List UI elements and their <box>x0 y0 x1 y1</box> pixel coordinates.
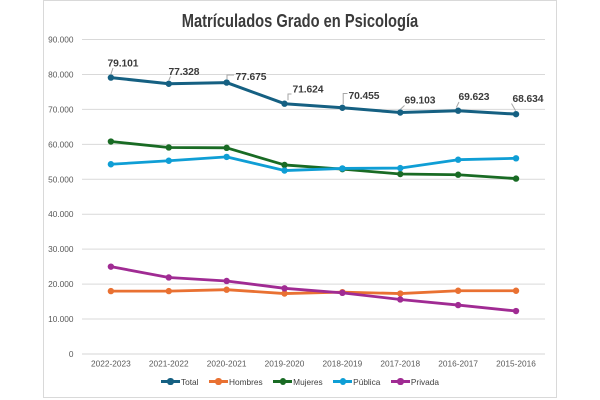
y-axis-tick-label: 70.000 <box>48 104 74 114</box>
x-axis-category-label: 2016-2017 <box>438 359 478 369</box>
data-label: 69.103 <box>405 95 436 106</box>
data-point-marker-privada <box>223 277 230 285</box>
data-point-marker-publica <box>281 167 288 174</box>
data-point-marker-privada <box>397 296 404 303</box>
legend-line-marker-icon <box>160 375 180 388</box>
legend-line-marker-icon <box>208 375 228 388</box>
legend-line-marker-icon <box>333 375 353 388</box>
data-point-marker-mujeres <box>165 144 172 151</box>
data-point-marker-hombres <box>397 290 404 297</box>
y-axis-tick-label: 60.000 <box>48 139 74 149</box>
x-axis-category-label: 2019-2020 <box>265 359 305 369</box>
legend-item-label: Privada <box>410 376 440 387</box>
data-point-marker-privada <box>512 307 520 315</box>
data-point-marker-hombres <box>512 287 520 294</box>
data-point-marker-total <box>107 74 115 81</box>
data-point-marker-total <box>454 107 462 114</box>
legend-item-mujeres: Mujeres <box>273 375 323 388</box>
y-axis-tick-label: 20.000 <box>48 279 74 289</box>
data-point-marker-mujeres <box>223 144 230 152</box>
chart-frame: Matrículados Grado en Psicología <box>43 0 557 398</box>
y-axis-tick-label: 80.000 <box>48 69 74 79</box>
y-axis-tick-label: 50.000 <box>48 174 74 184</box>
data-point-marker-privada <box>107 263 115 270</box>
data-point-marker-mujeres <box>281 161 288 169</box>
data-label: 70.455 <box>349 91 380 102</box>
data-label: 79.101 <box>108 59 139 70</box>
data-label-leader-line <box>400 105 405 110</box>
series-line-total <box>109 76 518 116</box>
data-point-marker-hombres <box>281 290 288 297</box>
data-label-leader-line <box>168 76 171 81</box>
legend-item-hombres: Hombres <box>208 375 263 388</box>
data-point-marker-total <box>165 80 172 87</box>
data-point-marker-publica <box>339 165 346 172</box>
y-axis-tick-label: 0 <box>69 349 74 359</box>
data-point-marker-hombres <box>165 287 172 295</box>
data-label: 71.624 <box>293 85 324 96</box>
series-line-hombres <box>109 288 518 295</box>
data-point-marker-publica <box>107 161 115 168</box>
data-point-marker-total <box>339 104 346 111</box>
data-point-marker-mujeres <box>397 170 404 178</box>
data-point-marker-privada <box>339 289 346 297</box>
x-axis-category-label: 2015-2016 <box>496 359 536 369</box>
data-label-leader-line <box>511 103 517 112</box>
legend-item-label: Pública <box>353 376 381 387</box>
y-axis-tick-label: 30.000 <box>48 244 74 254</box>
x-axis-category-label: 2022-2023 <box>91 359 131 369</box>
data-label-leader-line <box>110 67 114 75</box>
data-point-marker-total <box>281 100 288 107</box>
chart-title: Matrículados Grado en Psicología <box>181 10 419 31</box>
data-point-marker-publica <box>397 164 404 172</box>
data-point-marker-hombres <box>454 287 462 294</box>
data-label: 69.623 <box>459 92 490 103</box>
legend-line-marker-icon <box>390 375 410 388</box>
data-label: 77.675 <box>236 72 267 83</box>
data-point-marker-privada <box>454 301 462 309</box>
data-point-marker-mujeres <box>454 171 462 178</box>
data-point-marker-privada <box>281 285 288 292</box>
data-point-marker-publica <box>223 153 230 161</box>
data-point-marker-publica <box>165 157 172 164</box>
x-axis-category-label: 2021-2022 <box>149 359 189 369</box>
data-label-leader-line <box>226 74 234 80</box>
data-label: 77.328 <box>169 67 200 78</box>
data-point-marker-total <box>397 109 404 116</box>
data-point-marker-publica <box>454 156 462 163</box>
data-point-marker-privada <box>165 274 172 281</box>
legend-item-label: Total <box>180 376 199 387</box>
x-axis-category-label: 2020-2021 <box>207 359 247 369</box>
x-axis-category-label: 2017-2018 <box>380 359 420 369</box>
legend-item-label: Mujeres <box>293 376 323 387</box>
y-axis-tick-label: 40.000 <box>48 209 74 219</box>
data-point-marker-publica <box>512 155 520 162</box>
data-point-marker-total <box>512 110 520 118</box>
data-point-marker-hombres <box>223 286 230 293</box>
x-axis-category-label: 2018-2019 <box>323 359 363 369</box>
series-line-publica <box>109 155 518 172</box>
data-point-marker-hombres <box>107 287 115 295</box>
y-axis-tick-label: 10.000 <box>48 314 74 324</box>
data-point-marker-total <box>223 79 230 86</box>
legend: Total Hombres Mujeres Pública Privada <box>0 375 600 388</box>
data-point-marker-mujeres <box>107 138 115 145</box>
data-label: 68.634 <box>513 94 544 105</box>
legend-item-total: Total <box>160 375 199 388</box>
data-label-leader-line <box>342 93 348 105</box>
legend-item-label: Hombres <box>228 376 263 387</box>
data-point-marker-mujeres <box>512 175 520 182</box>
series-line-mujeres <box>109 140 518 180</box>
legend-item-publica: Pública <box>333 375 380 388</box>
data-label-leader-line <box>455 101 460 108</box>
legend-line-marker-icon <box>273 375 293 388</box>
y-axis-tick-label: 90.000 <box>48 35 74 45</box>
series-line-privada <box>109 265 518 313</box>
legend-item-privada: Privada <box>390 375 440 388</box>
data-label-leader-line <box>287 93 292 101</box>
